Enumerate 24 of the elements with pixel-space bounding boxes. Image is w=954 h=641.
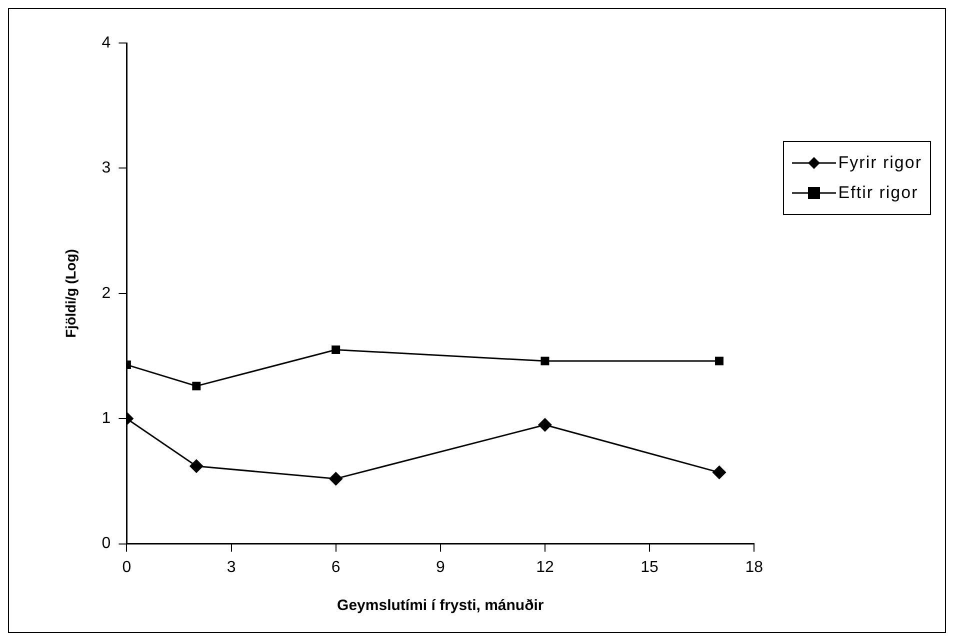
point: [540, 356, 550, 366]
x-axis-title: Geymslutími í frysti, mánuðir: [337, 597, 544, 614]
x-tick-label: 3: [226, 558, 236, 576]
point: [712, 465, 726, 480]
y-tick-label: 1: [102, 410, 111, 428]
point: [715, 356, 724, 366]
x-tick-label: 0: [122, 558, 132, 576]
point: [332, 346, 340, 354]
x-tick-label: 9: [436, 558, 445, 576]
point: [192, 382, 201, 390]
point: [538, 418, 552, 432]
point: [328, 472, 343, 486]
y-tick-label: 3: [102, 160, 111, 177]
legend-label: Eftir rigor: [838, 183, 918, 203]
y-tick-label: 2: [102, 284, 111, 302]
x-tick-label: 18: [745, 558, 764, 576]
x-tick-label: 12: [536, 558, 554, 576]
y-axis-title: Fjöldi/g (Log): [62, 249, 78, 338]
y-tick-label: 0: [102, 535, 111, 552]
x-tick-label: 15: [640, 558, 659, 576]
legend-label: Fyrir rigor: [838, 153, 922, 173]
x-tick-label: 6: [331, 558, 340, 576]
y-tick-label: 4: [102, 34, 111, 52]
point: [189, 459, 204, 474]
